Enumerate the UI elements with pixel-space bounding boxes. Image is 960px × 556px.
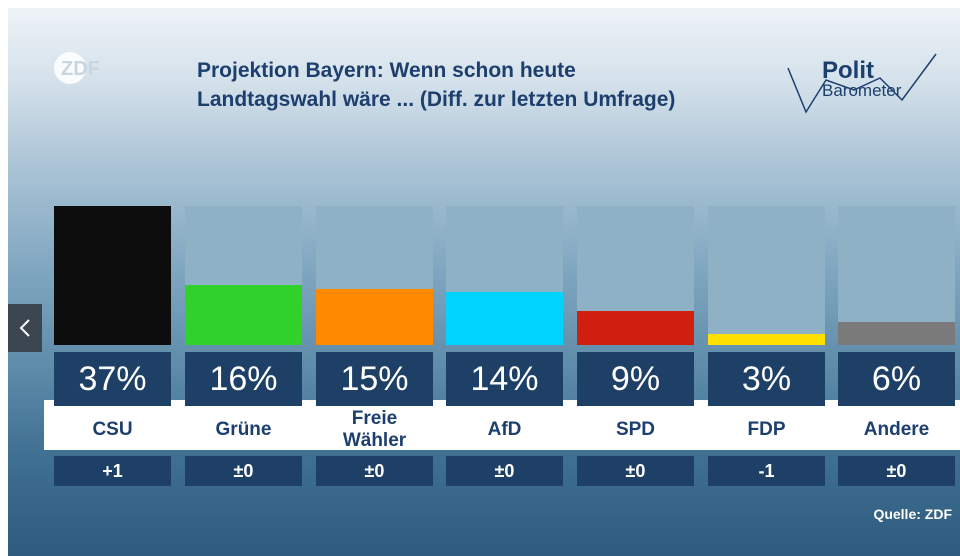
bar	[185, 285, 302, 345]
bar	[838, 322, 955, 345]
bar	[316, 289, 433, 345]
bar-track	[446, 206, 563, 345]
party-label-band	[44, 400, 960, 450]
diff-label: ±0	[316, 456, 433, 486]
bar	[577, 311, 694, 345]
category-label: Grüne	[215, 419, 272, 440]
bar	[54, 206, 171, 345]
category-label: AfD	[487, 419, 522, 440]
bar	[446, 292, 563, 345]
bar-track	[316, 206, 433, 345]
source-label: Quelle: ZDF	[873, 506, 952, 522]
bar-track	[708, 206, 825, 345]
diff-label: ±0	[446, 456, 563, 486]
zdf-logo-text: ZDF	[61, 58, 100, 80]
top-strip	[0, 0, 960, 8]
diff-label: +1	[54, 456, 171, 486]
category-label: SPD	[615, 419, 656, 440]
value-label: 37%	[54, 352, 171, 406]
category-label: FDP	[747, 419, 786, 440]
diff-label: ±0	[185, 456, 302, 486]
diff-label: ±0	[838, 456, 955, 486]
value-label: 16%	[185, 352, 302, 406]
previous-slide-button[interactable]	[8, 304, 42, 352]
page-title: Projektion Bayern: Wenn schon heute Land…	[197, 56, 777, 114]
bar-track	[54, 206, 171, 345]
bar-track	[838, 206, 955, 345]
title-line-1: Projektion Bayern: Wenn schon heute	[197, 59, 576, 82]
value-label: 15%	[316, 352, 433, 406]
politbarometer-logo: Polit Barometer	[787, 53, 937, 114]
value-label: 3%	[708, 352, 825, 406]
chevron-left-icon	[19, 319, 30, 337]
bar-track	[185, 206, 302, 345]
category-label: Andere	[863, 419, 930, 440]
politbarometer-line2: Barometer	[822, 81, 902, 100]
bar	[708, 334, 825, 345]
title-line-2: Landtagswahl wäre ... (Diff. zur letzten…	[197, 88, 676, 111]
category-label: Freie Wähler	[342, 408, 407, 451]
diff-label: ±0	[577, 456, 694, 486]
value-label: 9%	[577, 352, 694, 406]
value-label: 6%	[838, 352, 955, 406]
bar-track	[577, 206, 694, 345]
zdf-logo: ZDF	[54, 52, 100, 84]
diff-label: -1	[708, 456, 825, 486]
category-label: CSU	[92, 419, 133, 440]
politbarometer-line1: Polit	[822, 57, 874, 84]
value-label: 14%	[446, 352, 563, 406]
